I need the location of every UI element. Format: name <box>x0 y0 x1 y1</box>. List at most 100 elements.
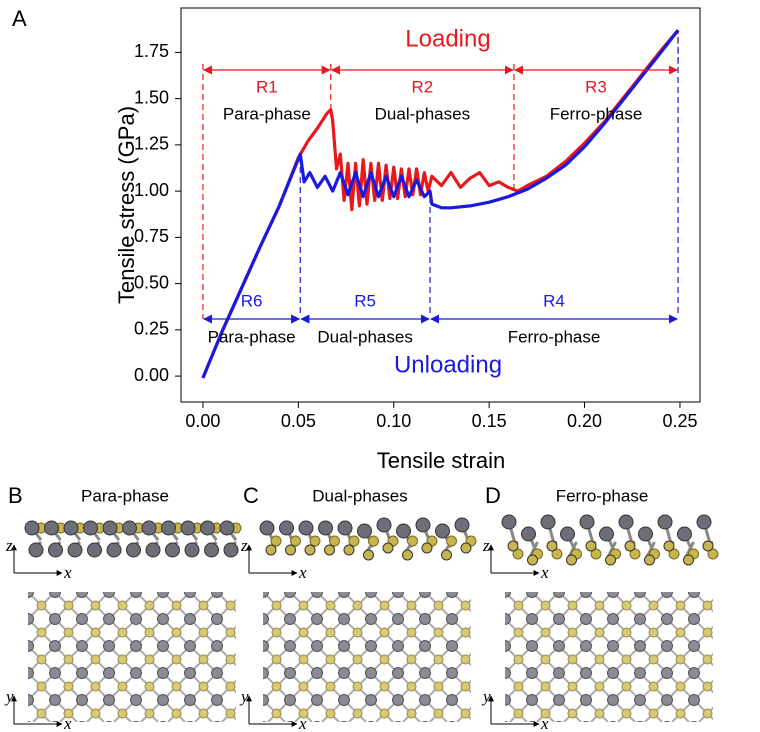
atom <box>716 695 727 706</box>
atom <box>521 526 536 542</box>
atom <box>607 613 619 625</box>
y-tick-label: 0.75 <box>134 226 169 246</box>
atom <box>683 554 694 566</box>
x-tick-label: 0.00 <box>185 411 220 431</box>
atom <box>198 654 209 665</box>
atom <box>551 548 563 560</box>
atom <box>28 694 34 706</box>
atom <box>419 694 431 706</box>
atom <box>421 542 433 554</box>
atom <box>184 640 196 652</box>
atom <box>298 681 309 692</box>
atom <box>161 520 176 536</box>
atom <box>271 654 282 665</box>
atom <box>311 592 323 598</box>
atom <box>448 721 456 722</box>
atom <box>49 667 61 679</box>
atom <box>392 667 404 679</box>
atom <box>211 592 223 598</box>
atom <box>325 681 336 692</box>
atom <box>406 708 417 719</box>
atom <box>621 627 632 638</box>
atom <box>365 613 377 625</box>
bond <box>748 592 760 722</box>
atom <box>36 600 47 611</box>
atom <box>103 613 115 625</box>
atom <box>130 640 142 652</box>
atom <box>117 708 128 719</box>
atom <box>263 640 269 652</box>
atom <box>688 592 700 598</box>
atom <box>211 613 223 625</box>
region-label: R4 <box>543 291 565 310</box>
atom <box>63 520 79 536</box>
axis-letter: z <box>5 536 13 555</box>
structure-panel: C Dual-phases z x y x <box>239 483 477 732</box>
atom <box>165 542 180 558</box>
axis-letter: y <box>481 687 491 706</box>
atom <box>184 592 196 598</box>
atom <box>338 694 350 706</box>
atom <box>352 600 363 611</box>
atom <box>441 549 452 561</box>
atom <box>271 708 282 719</box>
atom <box>352 708 363 719</box>
atom <box>555 721 563 722</box>
atom <box>157 667 169 679</box>
atom <box>365 694 377 706</box>
atom <box>677 526 692 542</box>
axis-letter: x <box>298 563 307 582</box>
y-tick-label: 1.25 <box>134 134 169 154</box>
bond <box>666 592 713 640</box>
atom <box>290 535 301 547</box>
atom <box>376 517 392 533</box>
atom <box>668 548 680 560</box>
atom <box>567 708 578 719</box>
atom <box>90 681 101 692</box>
atom <box>211 640 223 652</box>
atom <box>211 667 223 679</box>
axis-letter: y <box>239 687 249 706</box>
atom <box>76 592 88 598</box>
panel-title: Dual-phases <box>312 486 407 505</box>
bond <box>0 592 1 722</box>
y-axis-label: Tensile stress (GPa) <box>114 106 139 304</box>
bond <box>726 592 760 722</box>
atom <box>352 654 363 665</box>
atom <box>553 694 565 706</box>
y-tick-label: 0.50 <box>134 272 169 292</box>
atom <box>607 592 619 598</box>
y-tick-label: 1.50 <box>134 87 169 107</box>
atom <box>663 540 675 552</box>
axis-letter: x <box>540 714 549 732</box>
atom <box>271 681 282 692</box>
atom <box>540 654 551 665</box>
atom <box>688 613 700 625</box>
y-tick-label: 0.25 <box>134 319 169 339</box>
panel-label: D <box>485 483 501 508</box>
atom <box>338 667 350 679</box>
atom <box>271 600 282 611</box>
atom <box>560 526 575 542</box>
atom <box>513 600 524 611</box>
lattice <box>263 592 471 722</box>
atom <box>594 708 605 719</box>
plot-frame <box>180 7 701 403</box>
atom <box>634 694 646 706</box>
panel-title: Ferro-phase <box>556 486 649 505</box>
atom <box>580 694 592 706</box>
atom <box>239 641 250 652</box>
atom <box>594 627 605 638</box>
atom <box>460 654 471 665</box>
atom <box>76 694 88 706</box>
atom <box>90 627 101 638</box>
atom <box>546 540 558 552</box>
atom <box>343 544 355 556</box>
atom <box>392 640 404 652</box>
atom <box>379 627 390 638</box>
atom <box>130 592 142 598</box>
atom <box>402 549 413 561</box>
atom <box>566 554 577 566</box>
atom <box>263 721 267 722</box>
